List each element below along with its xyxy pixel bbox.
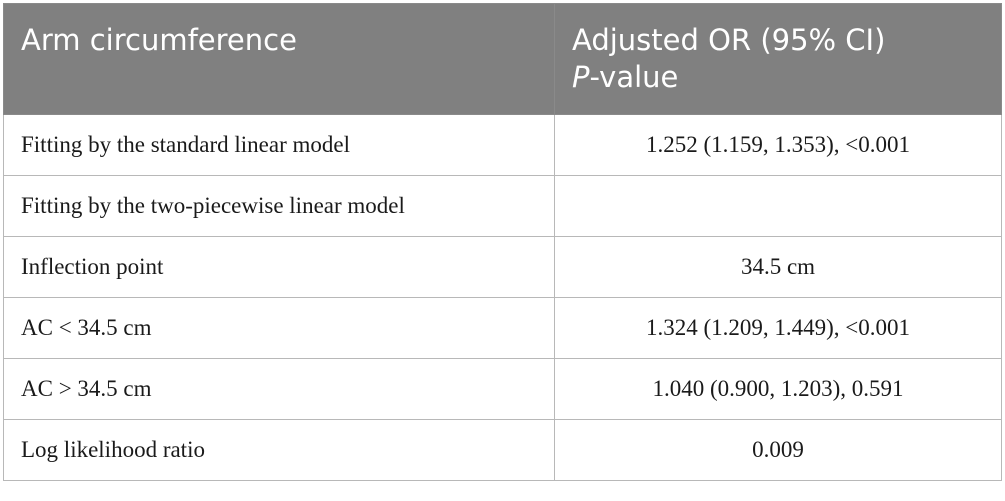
header-row: Arm circumference Adjusted OR (95% CI) P… <box>3 3 1002 115</box>
table-row: AC > 34.5 cm 1.040 (0.900, 1.203), 0.591 <box>3 358 1002 420</box>
row-label: AC < 34.5 cm <box>3 297 555 359</box>
row-label: Fitting by the standard linear model <box>3 114 555 176</box>
row-value <box>554 175 1002 237</box>
table-row: Fitting by the two-piecewise linear mode… <box>3 175 1002 237</box>
header-italic: P <box>572 60 590 94</box>
row-label: Fitting by the two-piecewise linear mode… <box>3 175 555 237</box>
row-value: 1.040 (0.900, 1.203), 0.591 <box>554 358 1002 420</box>
row-label: Log likelihood ratio <box>3 419 555 481</box>
table-row: AC < 34.5 cm 1.324 (1.209, 1.449), <0.001 <box>3 297 1002 359</box>
header-text: Adjusted OR (95% CI) <box>572 23 886 57</box>
table-row: Fitting by the standard linear model 1.25… <box>3 114 1002 176</box>
header-text: -value <box>589 60 679 94</box>
header-cell: Adjusted OR (95% CI) P-value <box>554 3 1002 115</box>
row-value: 1.324 (1.209, 1.449), <0.001 <box>554 297 1002 359</box>
row-value: 34.5 cm <box>554 236 1002 298</box>
row-label: AC > 34.5 cm <box>3 358 555 420</box>
row-label: Inflection point <box>3 236 555 298</box>
table-body: Fitting by the standard linear model 1.25… <box>3 114 1002 481</box>
table-row: Log likelihood ratio 0.009 <box>3 419 1002 481</box>
row-value: 0.009 <box>554 419 1002 481</box>
header-cell: Arm circumference <box>3 3 555 115</box>
row-value: 1.252 (1.159, 1.353), <0.001 <box>554 114 1002 176</box>
results-table: Arm circumference Adjusted OR (95% CI) P… <box>3 3 1002 481</box>
table-row: Inflection point 34.5 cm <box>3 236 1002 298</box>
